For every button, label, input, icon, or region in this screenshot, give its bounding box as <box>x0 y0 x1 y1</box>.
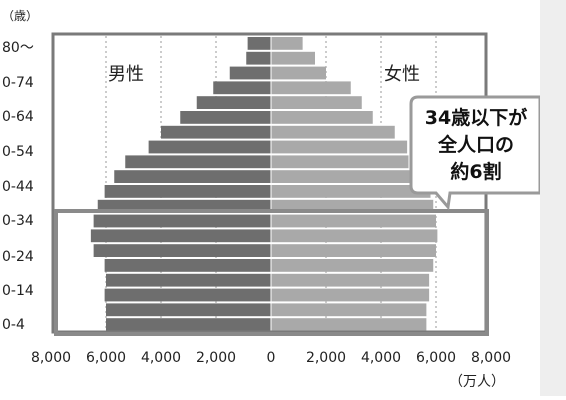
x-tick-label: 8,000 <box>31 350 71 366</box>
male-bar-85-89 <box>229 66 271 80</box>
x-tick-label: 4,000 <box>141 350 181 366</box>
female-bar-60-64 <box>271 140 408 154</box>
female-bar-20-24 <box>271 259 434 272</box>
callout-text-line-2: 全人口の <box>437 133 514 156</box>
x-tick-label: 6,000 <box>86 350 126 366</box>
male-bar-25-29 <box>93 244 271 257</box>
x-tick-label: 4,000 <box>361 350 401 366</box>
male-bar-50-54 <box>114 170 271 183</box>
callout-text-line-1: 34歳以下が <box>425 106 527 129</box>
legend-female: 女性 <box>384 64 420 85</box>
female-bar-45-49 <box>271 185 431 198</box>
female-bar-15-19 <box>271 273 430 287</box>
female-bar-0-4 <box>271 318 427 331</box>
female-bar-85-89 <box>271 66 326 80</box>
female-bar-10-14 <box>271 288 430 302</box>
male-bar-95- <box>247 37 271 50</box>
x-tick-label: 8,000 <box>471 350 511 366</box>
age-tick-label: 0-24 <box>2 249 34 265</box>
age-tick-label: 0-34 <box>2 213 34 229</box>
female-bar-50-54 <box>271 170 423 183</box>
male-bar-45-49 <box>104 185 271 198</box>
female-bar-30-34 <box>271 229 438 243</box>
x-tick-label: 0 <box>267 350 276 366</box>
male-bar-70-74 <box>180 111 271 124</box>
legend-male: 男性 <box>108 64 144 85</box>
highlight-box-0-34 <box>54 209 489 336</box>
x-tick-label: 6,000 <box>416 350 456 366</box>
male-bar-90-94 <box>246 51 271 65</box>
female-bar-35-39 <box>271 214 436 228</box>
female-bar-95- <box>271 37 303 50</box>
male-bar-15-19 <box>106 273 271 287</box>
female-bar-25-29 <box>271 244 436 257</box>
age-tick-label: 80〜 <box>2 40 34 56</box>
x-tick-label: 2,000 <box>306 350 346 366</box>
male-bar-0-4 <box>106 318 271 331</box>
age-unit-label: （歳） <box>2 9 38 23</box>
axis-layer: 80〜 0-74 0-64 0-54 0-44 0-34 0-24 0-14 0-4 8,000 6… <box>2 40 511 366</box>
male-bar-75-79 <box>196 96 271 109</box>
right-margin-strip <box>540 0 566 396</box>
male-bar-55-59 <box>125 155 271 169</box>
male-bar-10-14 <box>104 288 271 302</box>
age-tick-label: 0-64 <box>2 109 34 125</box>
female-bar-75-79 <box>271 96 362 109</box>
label-layer: （歳） （万人） 男性 女性 <box>2 9 505 390</box>
x-unit-label: （万人） <box>449 374 505 390</box>
age-tick-label: 0-74 <box>2 75 34 91</box>
male-bar-60-64 <box>148 140 271 154</box>
male-bar-35-39 <box>93 214 271 228</box>
female-bar-70-74 <box>271 111 373 124</box>
female-bar-90-94 <box>271 51 315 65</box>
male-bar-5-9 <box>106 303 271 317</box>
age-tick-label: 0-14 <box>2 283 34 299</box>
male-bar-65-69 <box>161 125 271 139</box>
x-tick-label: 2,000 <box>196 350 236 366</box>
male-bar-80-84 <box>213 81 271 95</box>
male-bar-30-34 <box>90 229 271 243</box>
age-tick-label: 0-4 <box>2 317 25 333</box>
bars-layer <box>90 36 438 332</box>
female-bar-5-9 <box>271 303 427 317</box>
callout: 34歳以下が 全人口の 約6割 <box>409 95 542 211</box>
female-bar-80-84 <box>271 81 351 95</box>
female-bar-65-69 <box>271 125 395 139</box>
age-tick-label: 0-54 <box>2 144 34 160</box>
callout-text-line-3: 約6割 <box>450 160 501 183</box>
callout-bubble <box>409 95 542 211</box>
male-bar-20-24 <box>104 259 271 272</box>
female-bar-55-59 <box>271 155 409 169</box>
age-tick-label: 0-44 <box>2 179 34 195</box>
